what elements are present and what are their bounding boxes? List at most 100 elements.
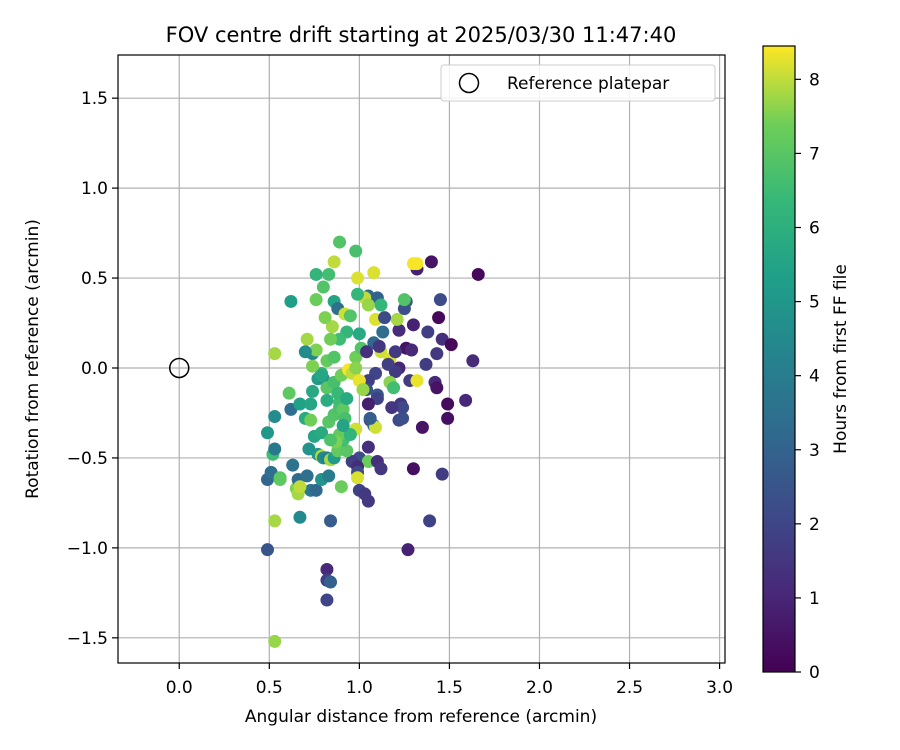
legend-label: Reference platepar <box>507 74 669 94</box>
x-tick-label: 0.5 <box>256 678 283 698</box>
data-point <box>318 311 332 325</box>
reference-platepar-marker <box>168 357 190 379</box>
data-point <box>316 280 330 294</box>
data-point <box>333 235 347 249</box>
y-tick-label: −1.0 <box>67 539 108 559</box>
colorbar-tick-label: 4 <box>809 367 820 387</box>
data-point <box>293 510 307 524</box>
x-tick-label: 3.0 <box>706 678 733 698</box>
colorbar-tick-label: 8 <box>809 70 820 90</box>
data-point <box>361 494 375 508</box>
data-point <box>352 327 366 341</box>
data-point <box>343 428 357 442</box>
data-point <box>367 266 381 280</box>
data-point <box>268 410 282 424</box>
data-point <box>401 543 415 557</box>
data-point <box>444 338 458 352</box>
data-point <box>397 293 411 307</box>
data-point <box>387 381 401 395</box>
data-point <box>363 411 377 425</box>
data-point <box>396 411 410 425</box>
data-point <box>406 462 420 476</box>
data-point <box>324 575 338 589</box>
data-point <box>466 354 480 368</box>
colorbar-tick-label: 0 <box>809 663 820 683</box>
data-point <box>268 442 282 456</box>
data-point <box>298 345 312 359</box>
data-point <box>430 381 444 395</box>
data-point <box>268 634 282 648</box>
data-point <box>336 419 350 433</box>
legend-box <box>440 64 716 102</box>
data-point <box>282 386 296 400</box>
data-point <box>286 458 300 472</box>
data-point <box>340 392 354 406</box>
data-point <box>435 467 449 481</box>
colorbar-tick-label: 1 <box>809 589 820 609</box>
y-tick-label: 1.0 <box>81 179 108 199</box>
plot-area-frame <box>117 54 726 664</box>
y-axis-label: Rotation from reference (arcmin) <box>23 219 43 499</box>
colorbar-tick-label: 7 <box>809 144 820 164</box>
colorbar-tick-label: 2 <box>809 515 820 535</box>
data-point <box>372 339 386 353</box>
data-point <box>315 368 329 382</box>
data-point <box>405 343 419 357</box>
data-point <box>320 393 334 407</box>
x-tick-label: 2.0 <box>526 678 553 698</box>
data-point <box>423 514 437 528</box>
data-point <box>325 320 339 334</box>
data-point <box>459 393 473 407</box>
data-point <box>351 471 365 485</box>
data-point <box>306 359 320 373</box>
data-point <box>260 543 274 557</box>
y-tick-label: 0.5 <box>81 269 108 289</box>
data-point <box>433 293 447 307</box>
data-point <box>309 343 323 357</box>
data-point <box>360 345 374 359</box>
legend-reference-marker-icon <box>458 72 480 94</box>
data-point <box>334 480 348 494</box>
colorbar-label: Hours from first FF file <box>831 264 851 454</box>
data-point <box>304 397 318 411</box>
data-point <box>361 440 375 454</box>
y-tick-label: −1.5 <box>67 629 108 649</box>
data-point <box>309 267 323 281</box>
data-point <box>441 411 455 425</box>
colorbar: 0 1 2 3 4 5 6 7 8 Hours from first FF file <box>762 45 851 683</box>
data-point <box>376 325 390 339</box>
data-point <box>349 244 363 258</box>
data-point <box>343 309 357 323</box>
data-point <box>396 401 410 415</box>
data-point <box>324 433 338 447</box>
x-axis-ticks: 0.0 0.5 1.0 1.5 2.0 2.5 3.0 <box>166 663 733 698</box>
data-point <box>432 311 446 325</box>
y-tick-label: 0.0 <box>81 359 108 379</box>
data-point <box>322 469 336 483</box>
chart-title: FOV centre drift starting at 2025/03/30 … <box>166 23 677 47</box>
y-tick-label: −0.5 <box>67 449 108 469</box>
colorbar-gradient <box>762 45 796 673</box>
data-point <box>324 332 338 346</box>
colorbar-tick-label: 5 <box>809 293 820 313</box>
data-point <box>300 469 314 483</box>
data-point <box>304 413 318 427</box>
data-point <box>361 298 375 312</box>
data-point <box>324 514 338 528</box>
data-point <box>424 255 438 269</box>
data-point <box>268 514 282 528</box>
x-tick-label: 2.5 <box>616 678 643 698</box>
colorbar-ticks: 0 1 2 3 4 5 6 7 8 <box>795 70 820 683</box>
data-point <box>293 480 307 494</box>
data-point <box>300 332 314 346</box>
data-point <box>293 397 307 411</box>
data-point <box>351 271 365 285</box>
data-point <box>471 267 485 281</box>
data-point <box>378 311 392 325</box>
data-point <box>320 562 334 576</box>
colorbar-tick-label: 6 <box>809 219 820 239</box>
data-point <box>351 287 365 301</box>
colorbar-tick-label: 3 <box>809 441 820 461</box>
y-tick-label: 1.5 <box>81 89 108 109</box>
data-point <box>309 483 323 497</box>
